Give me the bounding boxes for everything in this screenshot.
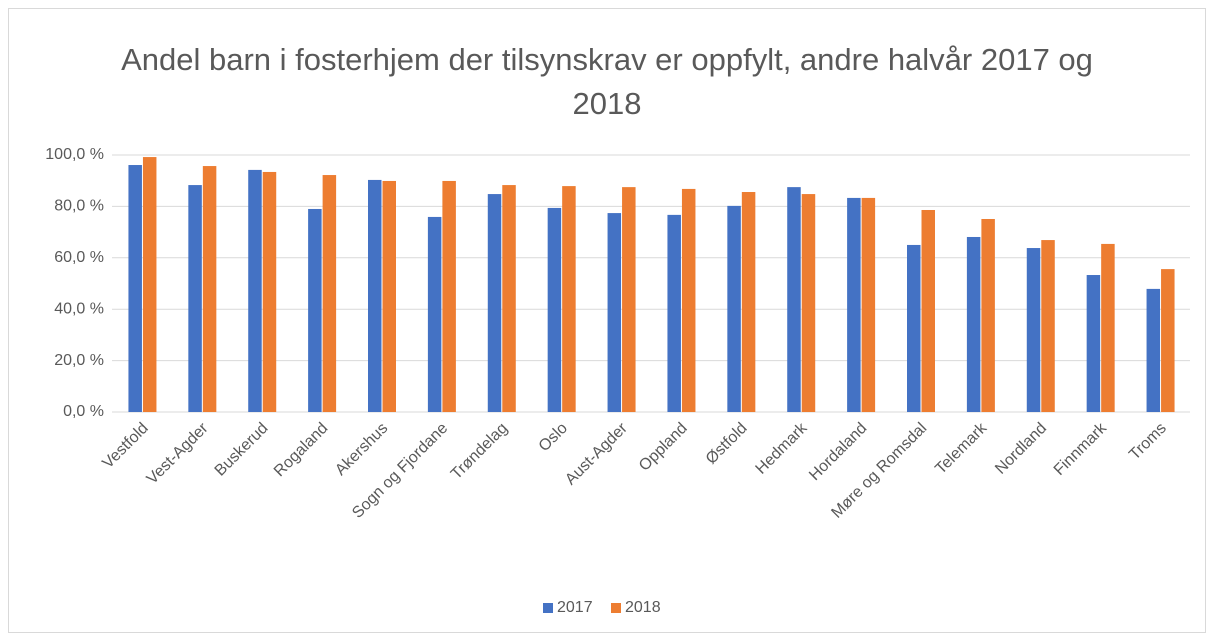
bar: [442, 180, 456, 412]
bar: [607, 213, 622, 412]
bar: [322, 175, 337, 412]
bar: [262, 171, 277, 412]
bar: [1101, 243, 1115, 412]
bar: [368, 179, 382, 412]
y-tick-label: 100,0 %: [45, 146, 104, 163]
bar: [128, 165, 142, 412]
bar: [248, 169, 262, 412]
legend-swatch: [611, 603, 621, 613]
bar: [727, 205, 741, 412]
bar: [308, 208, 322, 412]
legend-label: 2018: [625, 599, 661, 616]
bar: [981, 218, 995, 412]
bar: [667, 214, 681, 412]
chart-title: Andel barn i fosterhjem der tilsynskrav …: [121, 42, 1093, 121]
y-tick-label: 80,0 %: [54, 198, 104, 215]
y-tick-label: 20,0 %: [54, 352, 104, 369]
bar: [847, 197, 861, 412]
bar: [801, 194, 816, 412]
bar: [622, 187, 636, 412]
bar: [1041, 240, 1055, 412]
bar: [1026, 248, 1041, 412]
bar: [1086, 275, 1101, 412]
bar: [382, 180, 396, 412]
bar: [562, 186, 576, 412]
bar: [966, 236, 981, 412]
bar: [188, 185, 202, 412]
bar: [1146, 288, 1161, 412]
y-tick-label: 0,0 %: [63, 403, 104, 420]
legend-label: 2017: [557, 599, 593, 616]
legend-swatch: [543, 603, 553, 613]
bar: [142, 157, 157, 412]
bar: [1161, 269, 1175, 412]
bar: [487, 194, 502, 412]
bar: [861, 197, 876, 412]
bar: [502, 185, 516, 412]
bar: [907, 244, 921, 412]
bar: [681, 188, 696, 412]
bar: [547, 207, 562, 412]
bar: [202, 166, 217, 412]
y-tick-label: 40,0 %: [54, 300, 104, 317]
y-tick-label: 60,0 %: [54, 249, 104, 266]
bar: [427, 216, 442, 412]
bar: [787, 187, 801, 412]
bar: [741, 192, 756, 412]
bar: [921, 209, 935, 412]
